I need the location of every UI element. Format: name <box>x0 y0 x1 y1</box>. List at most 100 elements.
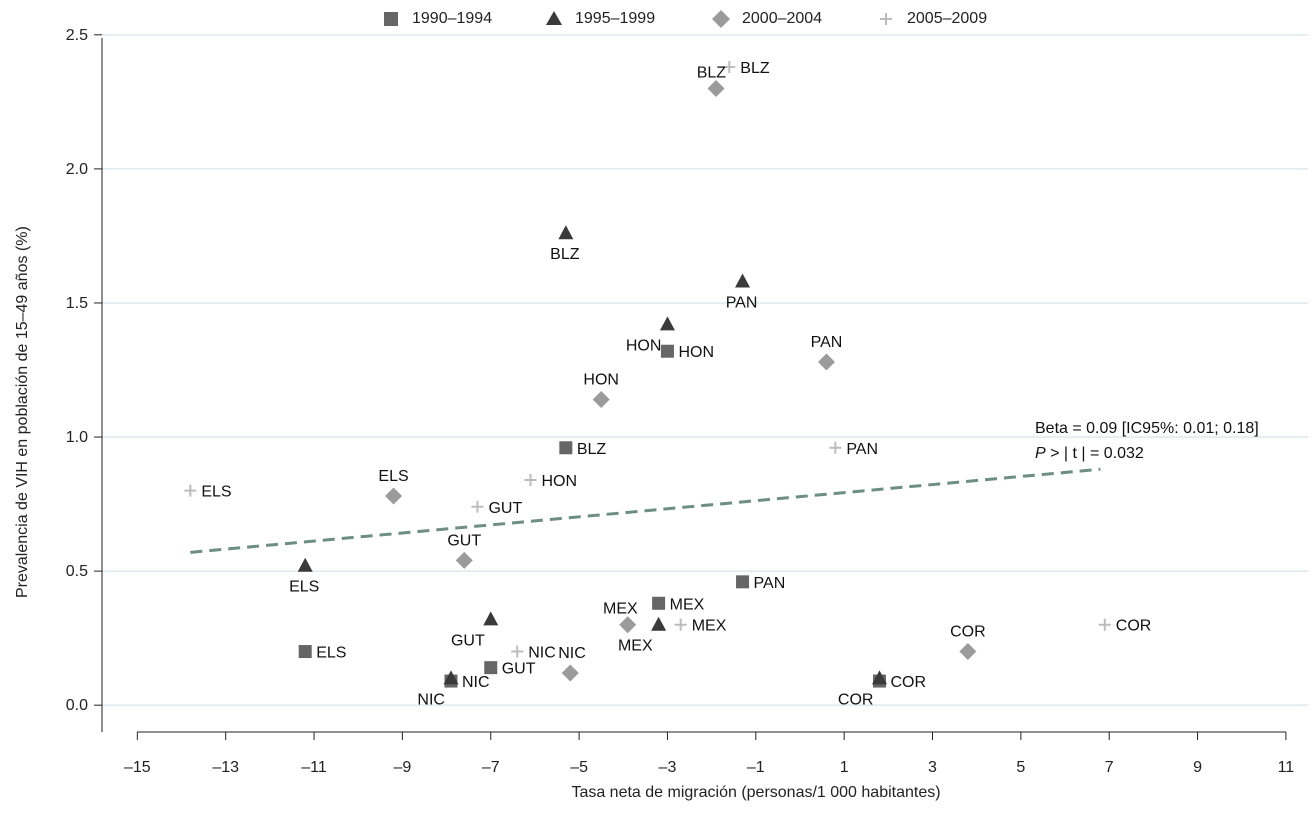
point-label: ELS <box>289 579 319 596</box>
legend-label: 2005–2009 <box>907 10 987 28</box>
point-triangle <box>298 558 313 572</box>
y-axis-label: Prevalencia de VIH en población de 15–49… <box>14 226 32 598</box>
point-label: BLZ <box>697 64 727 81</box>
point-diamond <box>385 488 402 505</box>
x-tick-label: –15 <box>124 759 151 776</box>
point-label: MEX <box>603 601 638 618</box>
point-label: COR <box>838 691 874 708</box>
point-label: HON <box>542 473 578 490</box>
point-labels: ELSNICGUTBLZMEXHONPANCORELSNICGUTBLZMEXH… <box>201 60 1151 708</box>
y-tick-label: 1.5 <box>66 295 88 312</box>
point-square <box>652 597 665 610</box>
point-label: PAN <box>811 334 843 351</box>
x-tick-label: –5 <box>570 759 588 776</box>
point-triangle <box>735 274 750 288</box>
point-label: HON <box>626 337 662 354</box>
point-diamond <box>708 80 725 97</box>
triangle-marker-icon <box>543 8 565 30</box>
point-label: MEX <box>618 638 653 655</box>
point-label: NIC <box>462 674 490 691</box>
point-label: GUT <box>502 661 536 678</box>
point-label: ELS <box>201 484 231 501</box>
point-label: MEX <box>670 596 705 613</box>
point-diamond <box>959 643 976 660</box>
gridlines <box>102 35 1308 705</box>
legend-label: 1990–1994 <box>412 10 492 28</box>
point-triangle <box>483 611 498 625</box>
point-square <box>559 441 572 454</box>
point-label: COR <box>950 624 986 641</box>
y-tick-label: 1.0 <box>66 429 88 446</box>
y-tick-label: 0.0 <box>66 697 88 714</box>
beta-annotation: Beta = 0.09 [IC95%: 0.01; 0.18] <box>1035 420 1259 438</box>
point-plus <box>511 646 523 658</box>
point-label: HON <box>583 371 619 388</box>
x-tick-label: 11 <box>1278 759 1295 776</box>
point-label: BLZ <box>740 60 770 77</box>
point-plus <box>829 442 841 454</box>
legend-item-1995: 1995–1999 <box>543 8 655 30</box>
point-triangle <box>660 316 675 330</box>
point-label: BLZ <box>577 441 607 458</box>
point-label: PAN <box>754 575 786 592</box>
point-square <box>299 645 312 658</box>
square-marker-icon <box>380 8 402 30</box>
x-tick-label: –11 <box>301 759 327 776</box>
legend-label: 1995–1999 <box>575 10 655 28</box>
point-triangle <box>558 225 573 239</box>
point-diamond <box>619 616 636 633</box>
axes: 0.00.51.01.52.02.5–15 –13 –11 –9 –7 –5 –3 –1 1 3 5… <box>66 27 1295 776</box>
x-tick-label: 5 <box>1016 759 1025 776</box>
point-label: HON <box>678 344 714 361</box>
x-tick-label: –1 <box>747 759 765 776</box>
diamond-marker-icon <box>710 8 732 30</box>
x-tick-label: –3 <box>659 759 677 776</box>
point-square <box>736 575 749 588</box>
p-italic: P <box>1035 445 1046 462</box>
point-label: COR <box>890 674 926 691</box>
point-plus <box>184 485 196 497</box>
x-tick-label: 1 <box>840 759 849 776</box>
y-tick-label: 2.0 <box>66 161 88 178</box>
point-label: PAN <box>846 441 878 458</box>
point-square <box>484 661 497 674</box>
p-value-annotation: P > | t | = 0.032 <box>1035 445 1144 463</box>
legend: 1990–1994 1995–1999 2000–2004 2005–2009 <box>0 8 1312 34</box>
point-plus <box>471 501 483 513</box>
point-label: GUT <box>488 500 522 517</box>
point-diamond <box>456 552 473 569</box>
point-label: ELS <box>316 645 346 662</box>
legend-item-2000: 2000–2004 <box>710 8 822 30</box>
point-label: GUT <box>451 632 485 649</box>
point-label: ELS <box>378 468 408 485</box>
legend-item-1990: 1990–1994 <box>380 8 492 30</box>
point-label: NIC <box>417 691 445 708</box>
x-tick-label: 3 <box>928 759 937 776</box>
x-tick-label: –7 <box>482 759 500 776</box>
x-tick-label: 7 <box>1105 759 1114 776</box>
x-tick-label: 9 <box>1193 759 1202 776</box>
data-points <box>184 61 1110 688</box>
point-label: COR <box>1116 618 1152 635</box>
y-tick-label: 0.5 <box>66 563 88 580</box>
legend-item-2005: 2005–2009 <box>875 8 987 30</box>
point-plus <box>675 619 687 631</box>
point-label: GUT <box>447 532 481 549</box>
x-tick-label: –13 <box>212 759 239 776</box>
point-label: BLZ <box>550 246 580 263</box>
x-axis-label: Tasa neta de migración (personas/1 000 h… <box>0 784 1312 802</box>
point-plus <box>525 474 537 486</box>
point-diamond <box>562 665 579 682</box>
plus-marker-icon <box>875 8 897 30</box>
trend-line <box>190 469 1100 552</box>
point-plus <box>1099 619 1111 631</box>
point-triangle <box>651 617 666 631</box>
p-value-text: > | t | = 0.032 <box>1046 445 1144 462</box>
point-label: NIC <box>558 645 586 662</box>
point-label: PAN <box>726 295 758 312</box>
point-label: NIC <box>528 645 556 662</box>
point-square <box>661 345 674 358</box>
point-label: MEX <box>692 618 727 635</box>
point-diamond <box>593 391 610 408</box>
